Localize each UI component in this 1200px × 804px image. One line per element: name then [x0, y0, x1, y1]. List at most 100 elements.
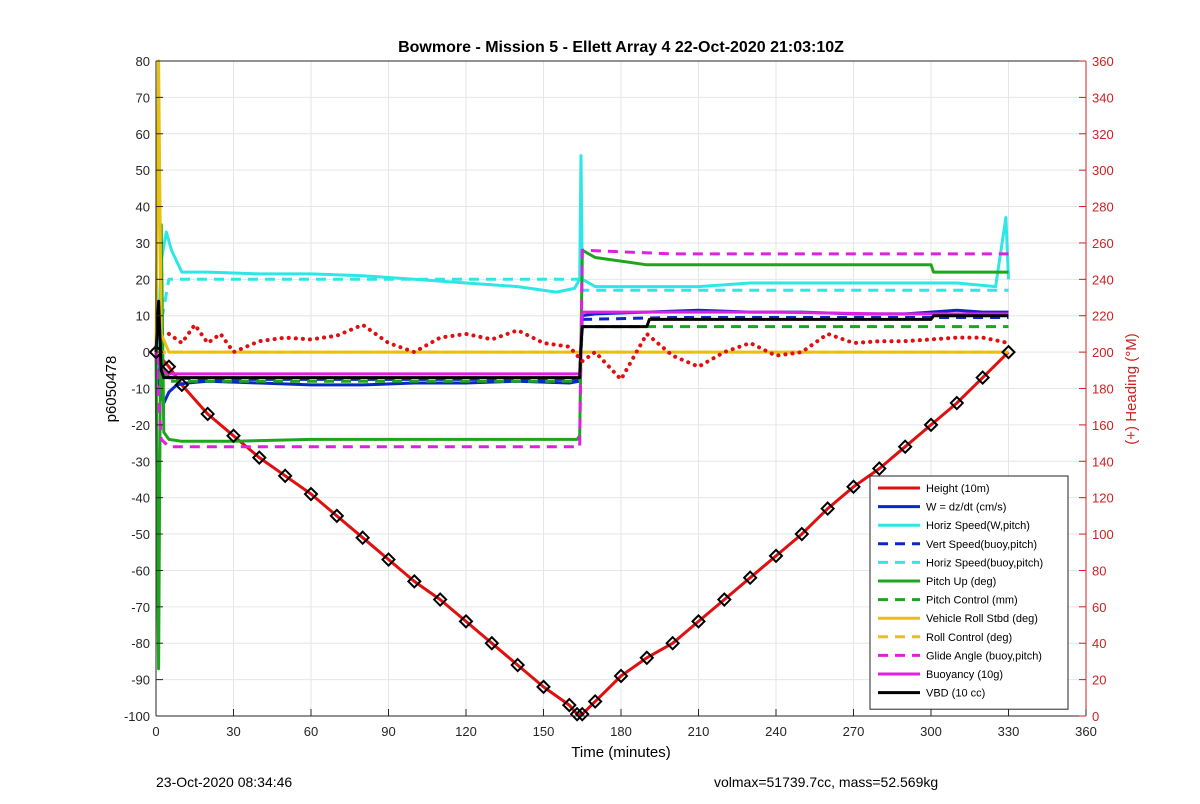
height-marker [1001, 344, 1016, 360]
y-right-tick-label: 300 [1092, 163, 1114, 178]
legend-entry: Vehicle Roll Stbd (deg) [926, 613, 1038, 625]
y-right-tick-label: 0 [1092, 709, 1099, 724]
y-right-tick-label: 100 [1092, 527, 1114, 542]
y-tick-label: 80 [136, 54, 150, 69]
height-marker [200, 406, 216, 422]
y-tick-label: 60 [136, 127, 150, 142]
height-marker [226, 428, 241, 444]
height-marker [381, 552, 396, 567]
y-right-tick-label: 280 [1092, 200, 1114, 215]
height-marker [406, 573, 422, 589]
series-layer [148, 59, 1016, 722]
y-right-tick-label: 220 [1092, 309, 1114, 324]
chart-title: Bowmore - Mission 5 - Ellett Array 4 22-… [398, 39, 844, 56]
height-marker [277, 468, 293, 484]
legend-entry: W = dz/dt (cm/s) [926, 502, 1006, 514]
y-right-tick-label: 20 [1092, 673, 1106, 688]
y-right-tick-label: 140 [1092, 454, 1114, 469]
y-tick-label: -90 [131, 673, 150, 688]
legend-entry: Horiz Speed(W,pitch) [926, 520, 1030, 532]
series-line [154, 154, 1010, 389]
legend-entry: Buoyancy (10g) [926, 669, 1003, 681]
legend: Height (10m) W = dz/dt (cm/s) Horiz Speed(… [869, 475, 1069, 710]
legend-entry: VBD (10 cc) [926, 688, 985, 700]
y-tick-label: -10 [131, 382, 150, 397]
y-right-tick-label: 60 [1092, 600, 1106, 615]
y-right-tick-label: 160 [1092, 418, 1114, 433]
height-marker [820, 501, 836, 516]
y-right-tick-label: 260 [1092, 236, 1114, 251]
legend-entry: Pitch Up (deg) [926, 576, 996, 588]
y-tick-label: -80 [131, 636, 150, 651]
series-line [154, 299, 1009, 380]
legend-entry: Height (10m) [926, 483, 990, 495]
height-marker [691, 613, 706, 629]
y-tick-label: 10 [136, 309, 150, 324]
x-tick-label: 90 [381, 724, 395, 739]
y-right-tick-label: 120 [1092, 491, 1114, 506]
series-line [154, 325, 1009, 383]
height-marker [174, 377, 190, 393]
x-tick-label: 180 [610, 724, 632, 739]
y-right-tick-label: 80 [1092, 563, 1106, 578]
legend-entry: Roll Control (deg) [926, 632, 1012, 644]
y-right-tick-label: 240 [1092, 272, 1114, 287]
y-tick-label: -50 [131, 527, 150, 542]
height-marker [561, 697, 577, 713]
y-tick-label: 0 [143, 345, 150, 360]
legend-box [869, 475, 1069, 710]
y-tick-label: -70 [131, 600, 150, 615]
height-marker [897, 439, 913, 455]
y-right-tick-label: 200 [1092, 345, 1114, 360]
y-tick-label: -30 [131, 454, 150, 469]
height-marker [742, 570, 758, 586]
x-tick-label: 150 [533, 724, 555, 739]
y-tick-label: -60 [131, 563, 150, 578]
height-marker [303, 486, 319, 502]
height-marker [975, 370, 991, 385]
height-marker [846, 479, 861, 495]
height-marker [768, 548, 784, 564]
y-tick-label: 50 [136, 163, 150, 178]
footer-vehicle-info: volmax=51739.7cc, mass=52.569kg [714, 774, 939, 790]
height-marker [458, 613, 474, 629]
footer-timestamp: 23-Oct-2020 08:34:46 [156, 774, 293, 790]
y-axis-right-label: (+) Heading (°M) [1123, 333, 1140, 444]
height-marker [949, 395, 965, 411]
heading-series-line [166, 322, 1011, 382]
series-line [154, 277, 1009, 353]
y-right-tick-label: 320 [1092, 127, 1114, 142]
height-marker [716, 592, 732, 607]
height-marker [923, 417, 939, 433]
y-tick-label: 20 [136, 272, 150, 287]
y-tick-label: 70 [136, 90, 150, 105]
y-tick-label: 30 [136, 236, 150, 251]
x-tick-label: 0 [152, 724, 159, 739]
height-marker [569, 706, 585, 722]
y-right-tick-label: 340 [1092, 90, 1114, 105]
height-marker [484, 635, 500, 651]
x-tick-label: 360 [1075, 724, 1097, 739]
height-marker [587, 694, 603, 709]
y-axis-label: p6050478 [103, 356, 120, 423]
x-tick-label: 30 [226, 724, 240, 739]
legend-entry: Vert Speed(buoy,pitch) [926, 539, 1037, 551]
y-right-tick-label: 360 [1092, 54, 1114, 69]
height-marker [510, 657, 526, 673]
x-tick-label: 330 [998, 724, 1020, 739]
axes: 0 30 60 90 120 150 180 210 240 270 300 330 360-100-9… [124, 54, 1114, 739]
series-line [154, 59, 1009, 354]
height-marker [161, 359, 177, 375]
series-line [154, 310, 1009, 376]
series-line [154, 248, 1009, 449]
x-tick-label: 270 [843, 724, 865, 739]
height-marker [794, 526, 810, 542]
x-tick-label: 60 [304, 724, 318, 739]
height-marker [355, 530, 371, 546]
y-tick-label: -20 [131, 418, 150, 433]
height-marker [432, 592, 448, 607]
height-marker [574, 706, 590, 722]
height-marker [871, 461, 887, 476]
y-tick-label: -40 [131, 491, 150, 506]
